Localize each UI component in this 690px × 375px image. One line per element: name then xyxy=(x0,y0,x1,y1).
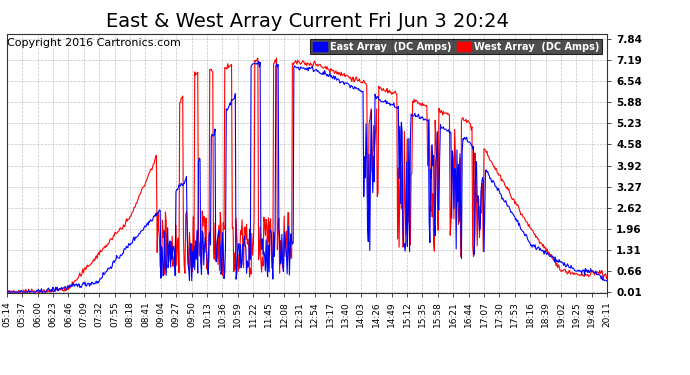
Text: Copyright 2016 Cartronics.com: Copyright 2016 Cartronics.com xyxy=(7,38,181,48)
Legend: East Array  (DC Amps), West Array  (DC Amps): East Array (DC Amps), West Array (DC Amp… xyxy=(310,39,602,54)
Title: East & West Array Current Fri Jun 3 20:24: East & West Array Current Fri Jun 3 20:2… xyxy=(106,12,509,31)
